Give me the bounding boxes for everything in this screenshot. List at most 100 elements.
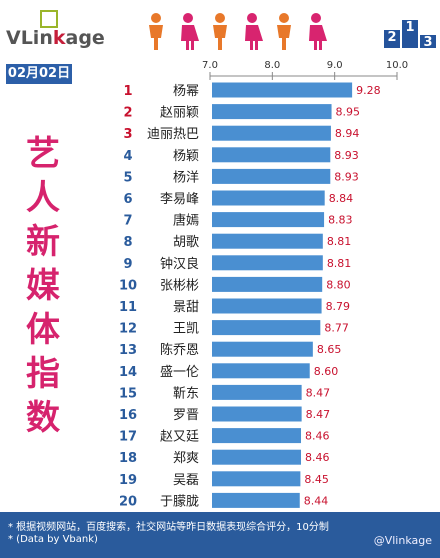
data-label: 8.80 bbox=[326, 278, 351, 291]
data-label: 8.46 bbox=[305, 451, 330, 464]
bar bbox=[212, 147, 331, 163]
bar bbox=[212, 168, 331, 184]
rank-label: 12 bbox=[119, 322, 137, 337]
category-label: 杨幂 bbox=[173, 84, 199, 99]
side-title: 艺 人 新 媒 体 指 数 bbox=[22, 132, 64, 440]
category-label: 李易峰 bbox=[160, 192, 199, 207]
side-title-char: 数 bbox=[26, 398, 60, 438]
bar bbox=[212, 82, 353, 98]
data-label: 8.77 bbox=[324, 322, 349, 335]
data-label: 8.79 bbox=[326, 300, 351, 313]
podium-third: 3 bbox=[420, 35, 436, 50]
rank-label: 6 bbox=[123, 192, 132, 207]
rank-label: 9 bbox=[123, 257, 132, 272]
bar bbox=[212, 125, 331, 141]
bar bbox=[212, 298, 322, 314]
bar bbox=[212, 320, 321, 336]
person-icon bbox=[181, 13, 199, 50]
rank-label: 11 bbox=[119, 300, 137, 315]
data-label: 8.95 bbox=[336, 106, 361, 119]
bar bbox=[212, 276, 323, 292]
bar bbox=[212, 471, 301, 487]
bar bbox=[212, 428, 302, 444]
footnote-line-1: * 根据视频网站，百度搜索，社交网站等昨日数据表现综合评分，10分制 bbox=[8, 522, 329, 533]
rank-label: 2 bbox=[123, 106, 132, 121]
x-axis: 7.0 8.0 9.0 10.0 bbox=[202, 60, 408, 80]
rank-label: 3 bbox=[123, 127, 132, 142]
category-label: 郑爽 bbox=[173, 451, 199, 466]
bar-chart: 7.0 8.0 9.0 10.0 1 杨幂 9.28 2 赵丽颖 8.95 3 迪丽热巴 8.94 4 杨… bbox=[119, 60, 408, 509]
data-label: 8.93 bbox=[334, 170, 359, 183]
side-title-char: 艺 bbox=[26, 134, 60, 174]
rank-label: 7 bbox=[123, 214, 132, 229]
data-label: 8.94 bbox=[335, 127, 360, 140]
brand-name: VLinkage bbox=[6, 27, 105, 49]
person-icon bbox=[309, 13, 327, 50]
vlinkage-logo: VLinkage bbox=[6, 10, 116, 50]
data-label: 8.60 bbox=[314, 365, 339, 378]
x-tick-label: 10.0 bbox=[386, 60, 408, 71]
person-icon bbox=[245, 13, 263, 50]
data-label: 8.46 bbox=[305, 430, 330, 443]
category-label: 罗晋 bbox=[173, 408, 199, 423]
bar bbox=[212, 341, 313, 357]
bar bbox=[212, 492, 300, 508]
side-title-char: 指 bbox=[26, 354, 60, 394]
people-icons bbox=[149, 13, 327, 50]
person-icon bbox=[213, 13, 227, 50]
category-label: 赵又廷 bbox=[160, 430, 199, 445]
category-label: 胡歌 bbox=[173, 235, 199, 250]
rank-label: 16 bbox=[119, 408, 137, 423]
data-label: 8.84 bbox=[329, 192, 354, 205]
data-label: 8.65 bbox=[317, 343, 342, 356]
footnote-panel: * 根据视频网站，百度搜索，社交网站等昨日数据表现综合评分，10分制 * (Da… bbox=[0, 512, 440, 558]
rank-label: 17 bbox=[119, 430, 137, 445]
footnote-line-2: * (Data by Vbank) bbox=[8, 534, 98, 545]
data-label: 8.45 bbox=[304, 473, 329, 486]
x-tick-label: 8.0 bbox=[264, 60, 280, 71]
side-title-char: 人 bbox=[26, 178, 60, 218]
data-label: 8.47 bbox=[306, 408, 331, 421]
category-label: 唐嫣 bbox=[173, 213, 199, 229]
rank-label: 13 bbox=[119, 343, 137, 358]
x-tick-label: 7.0 bbox=[202, 60, 218, 71]
category-label: 杨颖 bbox=[173, 149, 199, 164]
bar-series: 1 杨幂 9.28 2 赵丽颖 8.95 3 迪丽热巴 8.94 4 杨颖 8.93 5 杨洋 8.93 6 李… bbox=[119, 82, 381, 509]
category-label: 王凯 bbox=[173, 322, 199, 337]
data-label: 8.93 bbox=[334, 149, 359, 162]
rank-label: 8 bbox=[123, 235, 132, 250]
side-title-char: 体 bbox=[26, 310, 60, 350]
logo-check-icon bbox=[40, 10, 58, 28]
rank-label: 14 bbox=[119, 365, 137, 380]
rank-label: 15 bbox=[119, 386, 137, 401]
category-label: 陈乔恩 bbox=[160, 342, 199, 358]
category-label: 吴磊 bbox=[173, 473, 199, 488]
bar bbox=[212, 406, 302, 422]
category-label: 迪丽热巴 bbox=[147, 127, 199, 142]
podium-icon: 2 1 3 bbox=[384, 20, 438, 50]
data-label: 8.81 bbox=[327, 235, 352, 248]
rank-label: 4 bbox=[123, 149, 132, 164]
category-label: 杨洋 bbox=[173, 170, 199, 185]
bar bbox=[212, 104, 332, 120]
rank-label: 19 bbox=[119, 473, 137, 488]
podium-first: 1 bbox=[402, 20, 418, 48]
category-label: 靳东 bbox=[173, 386, 199, 401]
rank-label: 20 bbox=[119, 494, 137, 509]
rank-label: 5 bbox=[123, 170, 132, 185]
data-label: 8.83 bbox=[328, 214, 353, 227]
date-label: 02月02日 bbox=[6, 64, 72, 84]
data-label: 8.44 bbox=[304, 494, 329, 507]
rank-label: 1 bbox=[123, 84, 132, 99]
category-label: 景甜 bbox=[173, 299, 199, 315]
bar bbox=[212, 212, 325, 228]
bar bbox=[212, 190, 325, 206]
bar bbox=[212, 255, 323, 271]
person-icon bbox=[277, 13, 291, 50]
category-label: 盛一伦 bbox=[160, 365, 199, 380]
credit-watermark: @Vlinkage bbox=[373, 534, 432, 547]
bar bbox=[212, 449, 302, 465]
data-label: 8.81 bbox=[327, 257, 352, 270]
person-icon bbox=[149, 13, 163, 50]
rank-label: 10 bbox=[119, 278, 137, 293]
